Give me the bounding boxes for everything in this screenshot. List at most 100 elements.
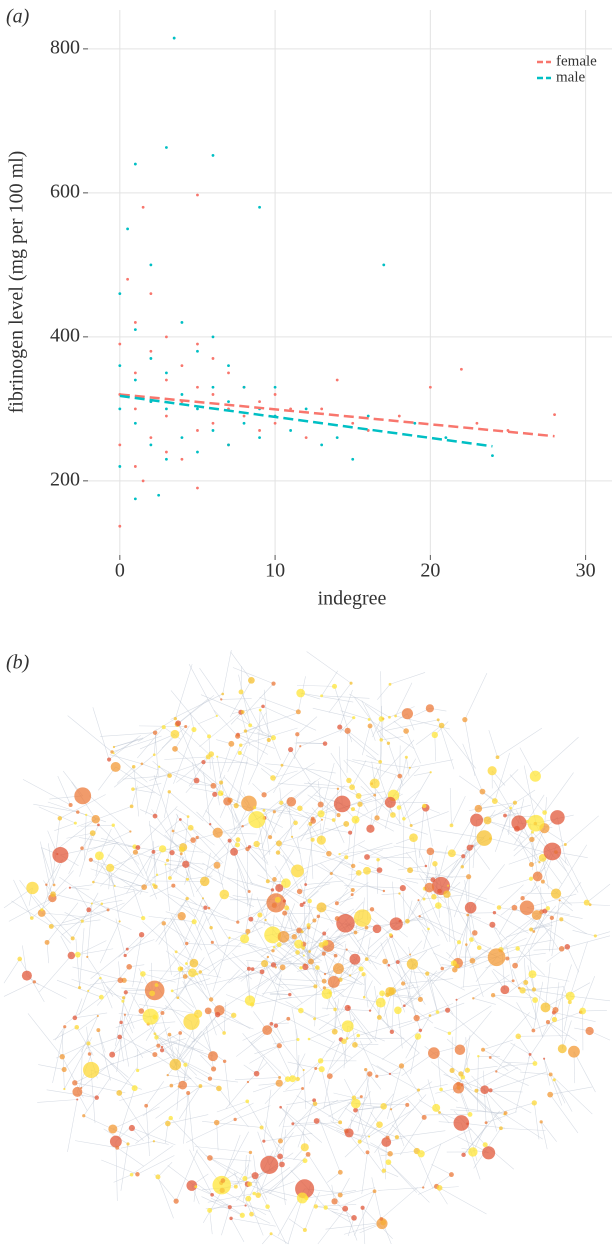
node: [113, 884, 116, 887]
edge: [288, 1018, 334, 1043]
node: [312, 1098, 317, 1103]
edge: [347, 1025, 385, 1042]
edge: [542, 857, 562, 885]
edge: [318, 1117, 341, 1173]
node: [291, 934, 298, 940]
edge: [544, 772, 574, 813]
edge: [222, 649, 232, 695]
node: [480, 1085, 490, 1095]
node: [70, 936, 75, 941]
edge: [261, 811, 275, 849]
edge: [329, 992, 341, 1013]
edge: [401, 1052, 435, 1077]
edge: [88, 977, 101, 991]
edge: [410, 869, 453, 878]
edge: [231, 1218, 276, 1227]
node: [141, 915, 146, 921]
edge: [167, 1114, 209, 1124]
node: [519, 900, 535, 915]
edge: [248, 1198, 264, 1236]
node: [563, 843, 567, 847]
node: [323, 972, 327, 976]
node: [529, 836, 535, 843]
node: [303, 963, 307, 966]
edge: [278, 829, 321, 844]
edge: [190, 827, 224, 864]
edge: [72, 892, 99, 939]
node: [207, 1155, 213, 1161]
edge: [413, 772, 431, 776]
node: [274, 896, 281, 903]
node: [347, 1006, 350, 1009]
edge: [387, 1094, 427, 1138]
edge: [395, 682, 413, 717]
node: [109, 1051, 116, 1058]
point: [118, 407, 122, 411]
node: [262, 1025, 273, 1036]
edge: [229, 800, 236, 831]
edge: [376, 1072, 401, 1077]
edge: [398, 865, 426, 871]
edge: [207, 938, 245, 975]
x-tick-label: 0: [115, 560, 125, 582]
node: [286, 1016, 291, 1021]
edge: [485, 1111, 517, 1123]
edge: [167, 814, 179, 861]
node: [327, 975, 340, 988]
edge: [191, 783, 214, 787]
edge: [490, 1057, 509, 1072]
node: [223, 797, 232, 806]
node: [248, 811, 266, 829]
node: [505, 956, 510, 961]
node: [37, 909, 46, 917]
edge: [187, 1092, 194, 1152]
edge: [173, 729, 195, 784]
node: [90, 902, 93, 905]
edge: [509, 774, 545, 813]
edge: [41, 847, 55, 886]
edge: [358, 861, 380, 871]
node: [249, 1211, 254, 1217]
node: [248, 723, 253, 728]
node: [276, 942, 282, 948]
edge: [137, 806, 178, 848]
point: [211, 421, 215, 425]
edge: [314, 967, 318, 1027]
node: [388, 933, 393, 937]
edge: [399, 893, 427, 933]
edge: [307, 781, 339, 816]
edge: [88, 831, 131, 852]
edge: [533, 1102, 540, 1140]
node: [550, 810, 565, 825]
point: [351, 421, 355, 425]
point: [165, 407, 168, 411]
edge: [518, 828, 533, 840]
edge: [158, 898, 188, 945]
edge: [325, 828, 351, 833]
edge: [305, 880, 344, 885]
point: [382, 263, 386, 267]
edge: [490, 1090, 532, 1114]
edge: [321, 670, 339, 696]
node: [194, 1185, 198, 1189]
edge: [350, 820, 357, 881]
edge: [222, 944, 280, 962]
edge: [493, 914, 537, 948]
edge: [297, 853, 348, 872]
edge: [120, 1022, 144, 1059]
node: [384, 796, 396, 808]
edge: [247, 1101, 264, 1129]
edge: [315, 1097, 368, 1105]
point: [165, 457, 168, 461]
node: [244, 995, 256, 1006]
edge: [169, 791, 204, 822]
edge: [273, 1039, 299, 1045]
edge: [46, 859, 63, 885]
edge: [235, 1077, 280, 1080]
edge: [110, 845, 160, 869]
edge: [439, 1186, 459, 1189]
node: [121, 999, 125, 1003]
node: [253, 1070, 260, 1077]
edge: [278, 1088, 303, 1127]
point: [428, 385, 432, 389]
